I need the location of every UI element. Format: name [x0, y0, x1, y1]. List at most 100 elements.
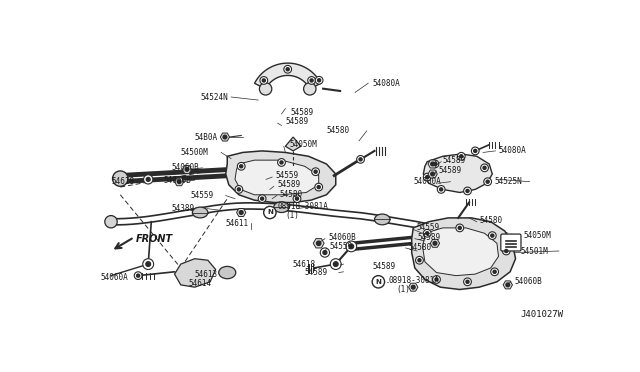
Circle shape — [315, 183, 323, 191]
Text: N: N — [376, 279, 381, 285]
Circle shape — [317, 241, 321, 246]
Circle shape — [484, 178, 492, 186]
Text: 54580: 54580 — [326, 126, 349, 135]
Text: 54389: 54389 — [172, 204, 195, 213]
Circle shape — [460, 155, 463, 158]
Circle shape — [508, 236, 520, 249]
Ellipse shape — [274, 202, 289, 212]
Ellipse shape — [374, 214, 390, 225]
Circle shape — [423, 230, 431, 237]
Circle shape — [506, 283, 509, 287]
Circle shape — [505, 250, 508, 253]
Circle shape — [105, 216, 117, 228]
Text: 54000A: 54000A — [413, 177, 441, 186]
Circle shape — [320, 248, 330, 257]
Text: 54589: 54589 — [278, 180, 301, 189]
Circle shape — [502, 247, 510, 255]
Circle shape — [280, 161, 283, 164]
Circle shape — [456, 224, 463, 232]
Circle shape — [317, 186, 320, 189]
Polygon shape — [313, 238, 324, 248]
Circle shape — [431, 172, 435, 176]
Text: 54060B: 54060B — [328, 232, 356, 242]
Text: 54080A: 54080A — [373, 78, 401, 88]
Text: (1): (1) — [396, 285, 410, 294]
Text: 54614: 54614 — [189, 279, 212, 288]
Circle shape — [463, 187, 472, 195]
Circle shape — [237, 163, 245, 170]
Circle shape — [356, 155, 364, 163]
Circle shape — [412, 285, 415, 289]
Circle shape — [435, 278, 438, 281]
Circle shape — [177, 180, 181, 183]
Text: 54559: 54559 — [330, 242, 353, 251]
Polygon shape — [408, 283, 418, 291]
Circle shape — [488, 232, 496, 240]
Circle shape — [314, 170, 317, 173]
Circle shape — [491, 234, 494, 237]
Circle shape — [415, 256, 423, 264]
Circle shape — [259, 195, 266, 202]
Circle shape — [235, 186, 243, 193]
Circle shape — [458, 226, 461, 230]
Text: 54589: 54589 — [418, 232, 441, 242]
Circle shape — [491, 268, 499, 276]
Circle shape — [262, 79, 266, 82]
Circle shape — [440, 188, 443, 191]
Circle shape — [136, 274, 140, 277]
Polygon shape — [220, 133, 230, 141]
Text: 54060B: 54060B — [164, 176, 191, 185]
Text: 54060A: 54060A — [100, 273, 128, 282]
Text: 54589: 54589 — [305, 268, 328, 277]
Circle shape — [458, 153, 465, 160]
Circle shape — [239, 165, 243, 168]
Circle shape — [293, 195, 301, 202]
Text: 54500M: 54500M — [180, 148, 209, 157]
Circle shape — [349, 244, 353, 249]
Text: 54618: 54618 — [292, 260, 316, 269]
Text: 54589: 54589 — [291, 108, 314, 117]
Circle shape — [223, 135, 227, 139]
Text: 54580: 54580 — [480, 216, 503, 225]
Circle shape — [330, 259, 341, 269]
Text: 54589: 54589 — [285, 117, 308, 126]
Text: 54559: 54559 — [417, 224, 440, 232]
Circle shape — [264, 206, 276, 219]
Circle shape — [466, 189, 469, 192]
Circle shape — [296, 197, 298, 200]
Circle shape — [486, 180, 489, 183]
Text: 54060B: 54060B — [172, 163, 199, 172]
Circle shape — [333, 262, 338, 266]
Text: 54611: 54611 — [226, 219, 249, 228]
Polygon shape — [226, 151, 336, 202]
Circle shape — [143, 259, 154, 269]
Circle shape — [147, 177, 150, 181]
Polygon shape — [175, 259, 216, 287]
Polygon shape — [503, 281, 513, 289]
Polygon shape — [175, 178, 184, 186]
Circle shape — [418, 259, 421, 262]
Circle shape — [286, 68, 289, 71]
FancyBboxPatch shape — [501, 234, 521, 251]
Polygon shape — [182, 166, 191, 173]
Text: 54501M: 54501M — [520, 247, 548, 256]
Circle shape — [433, 241, 437, 245]
Polygon shape — [255, 63, 321, 89]
Circle shape — [113, 171, 128, 186]
Circle shape — [260, 77, 268, 84]
Circle shape — [426, 232, 429, 235]
Circle shape — [237, 188, 241, 191]
Circle shape — [146, 262, 150, 266]
Circle shape — [310, 79, 313, 82]
Circle shape — [483, 166, 486, 169]
Circle shape — [433, 276, 440, 283]
Text: 54B0A: 54B0A — [195, 132, 218, 141]
Text: 54525N: 54525N — [495, 177, 522, 186]
Circle shape — [134, 272, 142, 279]
Circle shape — [239, 211, 243, 214]
Circle shape — [437, 186, 445, 193]
Polygon shape — [422, 228, 499, 276]
Circle shape — [346, 241, 356, 252]
Circle shape — [472, 147, 479, 155]
Text: 54589: 54589 — [438, 166, 461, 174]
